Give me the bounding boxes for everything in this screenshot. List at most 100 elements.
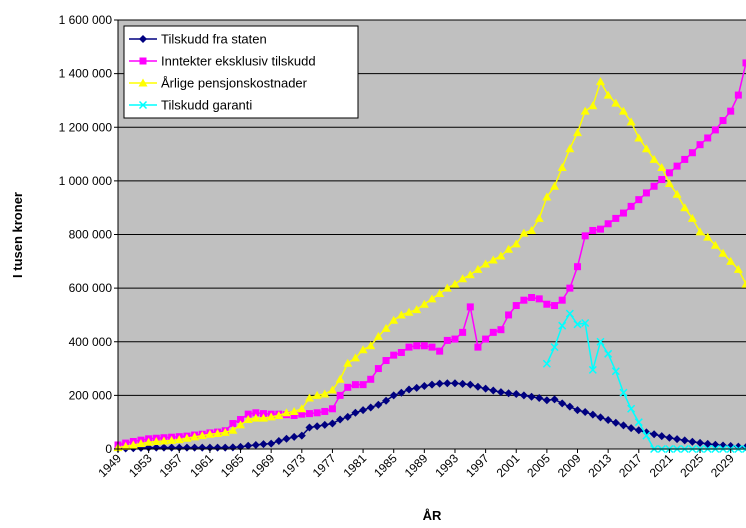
marker bbox=[458, 379, 467, 388]
marker bbox=[604, 349, 613, 358]
marker bbox=[664, 179, 674, 188]
marker bbox=[688, 149, 696, 157]
legend-box bbox=[123, 25, 359, 119]
marker bbox=[229, 420, 237, 428]
marker bbox=[535, 394, 544, 403]
marker bbox=[328, 405, 336, 413]
marker bbox=[289, 406, 299, 415]
marker bbox=[574, 263, 582, 271]
marker bbox=[428, 380, 436, 389]
marker bbox=[144, 437, 154, 446]
marker bbox=[465, 270, 475, 279]
marker bbox=[589, 226, 597, 234]
marker bbox=[474, 343, 482, 351]
marker bbox=[573, 128, 583, 137]
marker bbox=[436, 347, 444, 355]
marker bbox=[734, 91, 742, 99]
x-tick-label: 1953 bbox=[126, 451, 155, 480]
marker bbox=[266, 412, 276, 421]
marker bbox=[619, 421, 628, 430]
marker bbox=[627, 202, 635, 210]
marker bbox=[351, 408, 360, 417]
marker bbox=[304, 393, 314, 402]
marker bbox=[581, 232, 589, 240]
marker bbox=[665, 169, 673, 177]
marker bbox=[359, 381, 367, 389]
marker bbox=[482, 335, 490, 343]
marker bbox=[481, 384, 490, 393]
marker bbox=[458, 274, 468, 283]
marker bbox=[619, 209, 627, 217]
marker bbox=[612, 214, 620, 222]
marker bbox=[512, 302, 520, 310]
marker bbox=[297, 404, 307, 413]
marker bbox=[527, 392, 536, 401]
marker bbox=[687, 213, 697, 222]
marker bbox=[619, 388, 628, 397]
marker bbox=[565, 402, 574, 411]
marker bbox=[182, 433, 192, 442]
marker bbox=[627, 404, 636, 413]
marker bbox=[673, 162, 681, 170]
marker bbox=[504, 244, 514, 253]
marker bbox=[519, 391, 528, 400]
marker bbox=[151, 436, 161, 445]
marker bbox=[443, 336, 451, 344]
marker bbox=[497, 326, 505, 334]
marker bbox=[244, 410, 252, 418]
marker bbox=[405, 385, 414, 394]
marker bbox=[657, 162, 667, 171]
marker bbox=[259, 440, 268, 449]
x-tick-label: 1965 bbox=[218, 451, 247, 480]
y-tick-label: 1 000 000 bbox=[59, 174, 113, 188]
marker bbox=[389, 315, 399, 324]
marker bbox=[136, 439, 146, 448]
marker bbox=[259, 413, 269, 422]
x-tick-label: 2025 bbox=[677, 451, 706, 480]
marker bbox=[274, 436, 283, 445]
marker bbox=[419, 299, 429, 308]
marker bbox=[466, 303, 474, 311]
marker bbox=[558, 399, 567, 408]
marker bbox=[565, 144, 575, 153]
marker bbox=[550, 395, 559, 404]
legend-label: Årlige pensjonskostnader bbox=[161, 76, 308, 91]
y-tick-label: 200 000 bbox=[69, 388, 113, 402]
marker bbox=[718, 248, 728, 257]
marker bbox=[496, 388, 505, 397]
marker bbox=[175, 443, 184, 452]
marker bbox=[558, 321, 567, 330]
marker bbox=[198, 443, 207, 452]
marker bbox=[205, 429, 215, 438]
marker bbox=[343, 358, 353, 367]
marker bbox=[566, 284, 574, 292]
x-tick-label: 1961 bbox=[187, 451, 216, 480]
marker bbox=[672, 189, 682, 198]
marker bbox=[298, 410, 306, 418]
y-tick-label: 0 bbox=[105, 442, 112, 456]
marker bbox=[374, 365, 382, 373]
marker bbox=[350, 353, 360, 362]
marker bbox=[527, 225, 537, 234]
legend-label: Tilskudd fra staten bbox=[161, 32, 267, 47]
x-tick-label: 2017 bbox=[616, 451, 645, 480]
marker bbox=[466, 380, 475, 389]
marker bbox=[244, 441, 253, 450]
marker bbox=[742, 59, 746, 67]
x-tick-label: 2013 bbox=[585, 451, 614, 480]
marker bbox=[404, 307, 414, 316]
marker bbox=[252, 409, 260, 417]
marker bbox=[290, 411, 298, 419]
y-tick-label: 400 000 bbox=[69, 335, 113, 349]
marker bbox=[604, 220, 612, 228]
marker bbox=[274, 410, 284, 419]
marker bbox=[251, 413, 261, 422]
marker bbox=[611, 98, 621, 107]
marker bbox=[550, 181, 560, 190]
marker bbox=[343, 412, 352, 421]
marker bbox=[312, 390, 322, 399]
marker bbox=[588, 365, 597, 374]
marker bbox=[139, 35, 147, 43]
marker bbox=[358, 345, 368, 354]
marker bbox=[159, 436, 169, 445]
